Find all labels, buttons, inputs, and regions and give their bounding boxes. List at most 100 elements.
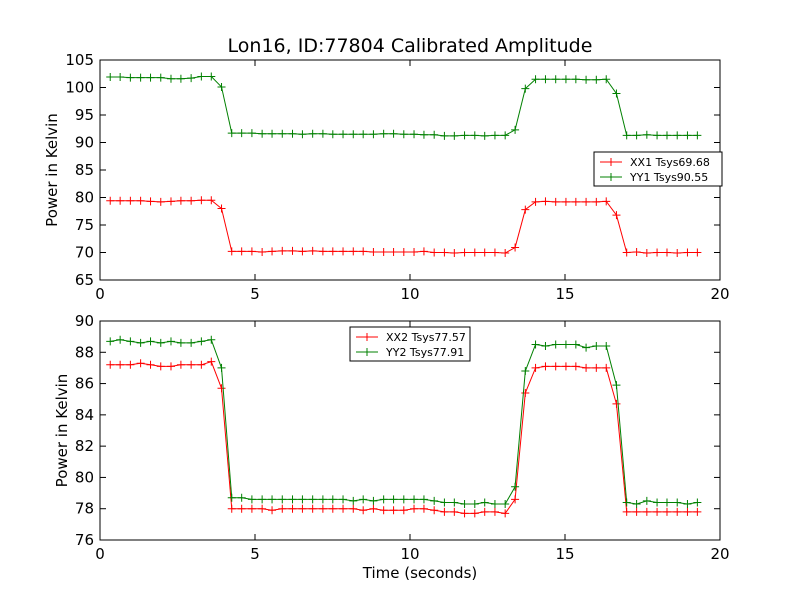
data-point bbox=[490, 131, 499, 140]
x-tick-label: 15 bbox=[555, 545, 574, 563]
y-tick-label: 105 bbox=[65, 51, 94, 69]
x-tick-label: 15 bbox=[555, 285, 574, 303]
data-point bbox=[146, 360, 155, 369]
data-point bbox=[379, 247, 388, 256]
data-point bbox=[328, 504, 337, 513]
data-point bbox=[662, 131, 671, 140]
legend-box bbox=[593, 151, 723, 187]
data-point bbox=[653, 131, 662, 140]
data-point bbox=[419, 247, 428, 256]
data-point bbox=[136, 359, 145, 368]
data-point bbox=[116, 196, 125, 205]
data-point bbox=[612, 381, 621, 390]
x-tick-label: 5 bbox=[250, 545, 260, 563]
y-tick-label: 84 bbox=[75, 406, 94, 424]
data-point bbox=[460, 509, 469, 518]
data-point bbox=[592, 75, 601, 84]
data-point bbox=[217, 384, 226, 393]
data-point bbox=[298, 247, 307, 256]
data-point bbox=[126, 73, 135, 82]
data-point bbox=[551, 340, 560, 349]
data-point bbox=[379, 506, 388, 515]
data-point bbox=[339, 130, 348, 139]
data-point bbox=[136, 196, 145, 205]
data-point bbox=[511, 243, 520, 252]
legend-box bbox=[349, 326, 471, 362]
data-point bbox=[227, 493, 236, 502]
y-tick-label: 86 bbox=[75, 375, 94, 393]
data-point bbox=[622, 131, 631, 140]
data-point bbox=[207, 72, 216, 81]
y-tick-label: 75 bbox=[75, 216, 94, 234]
data-point bbox=[136, 338, 145, 347]
data-point bbox=[683, 131, 692, 140]
data-point bbox=[258, 129, 267, 138]
data-point bbox=[106, 73, 115, 82]
data-point bbox=[430, 130, 439, 139]
data-point bbox=[359, 495, 368, 504]
x-axis-label: Time (seconds) bbox=[362, 564, 478, 582]
data-point bbox=[349, 247, 358, 256]
data-point bbox=[531, 363, 540, 372]
data-point bbox=[501, 131, 510, 140]
data-point bbox=[430, 248, 439, 257]
chart-title: Lon16, ID:77804 Calibrated Amplitude bbox=[228, 35, 593, 57]
data-point bbox=[106, 196, 115, 205]
data-point bbox=[480, 131, 489, 140]
data-point bbox=[480, 498, 489, 507]
y-tick-label: 80 bbox=[75, 468, 94, 486]
data-point bbox=[551, 362, 560, 371]
data-point bbox=[379, 129, 388, 138]
data-point bbox=[521, 84, 530, 93]
data-point bbox=[602, 197, 611, 206]
data-point bbox=[632, 507, 641, 516]
data-point bbox=[673, 507, 682, 516]
data-point bbox=[561, 197, 570, 206]
data-point bbox=[278, 129, 287, 138]
data-point bbox=[480, 248, 489, 257]
data-point bbox=[197, 337, 206, 346]
data-point bbox=[399, 130, 408, 139]
data-point bbox=[490, 507, 499, 516]
data-point bbox=[217, 204, 226, 213]
data-point bbox=[561, 362, 570, 371]
data-point bbox=[399, 247, 408, 256]
data-point bbox=[288, 129, 297, 138]
data-point bbox=[268, 506, 277, 515]
data-point bbox=[187, 196, 196, 205]
data-point bbox=[683, 248, 692, 257]
top-panel: 0 5 10 15 20 65 70 75 80 85 90 95 100 105 Power in Kel… bbox=[43, 51, 730, 303]
data-point bbox=[582, 75, 591, 84]
data-point bbox=[410, 247, 419, 256]
data-point bbox=[511, 482, 520, 491]
y-tick-label: 82 bbox=[75, 437, 94, 455]
y-axis-label: Power in Kelvin bbox=[43, 113, 61, 227]
data-point bbox=[359, 247, 368, 256]
data-point bbox=[156, 197, 165, 206]
series-xx2 bbox=[106, 357, 702, 518]
data-point bbox=[359, 506, 368, 515]
data-point bbox=[247, 495, 256, 504]
data-point bbox=[683, 507, 692, 516]
data-point bbox=[268, 129, 277, 138]
data-point bbox=[268, 495, 277, 504]
data-point bbox=[571, 75, 580, 84]
y-tick-label: 95 bbox=[75, 106, 94, 124]
data-point bbox=[642, 249, 651, 258]
data-point bbox=[389, 506, 398, 515]
data-point bbox=[288, 504, 297, 513]
data-point bbox=[450, 507, 459, 516]
x-tick-label: 20 bbox=[710, 545, 729, 563]
data-point bbox=[399, 506, 408, 515]
data-point bbox=[349, 130, 358, 139]
data-point bbox=[592, 363, 601, 372]
data-point bbox=[511, 125, 520, 134]
data-point bbox=[318, 495, 327, 504]
series-yy1 bbox=[106, 72, 702, 140]
data-point bbox=[308, 495, 317, 504]
data-point bbox=[207, 357, 216, 366]
data-point bbox=[156, 338, 165, 347]
data-point bbox=[419, 130, 428, 139]
data-point bbox=[592, 197, 601, 206]
